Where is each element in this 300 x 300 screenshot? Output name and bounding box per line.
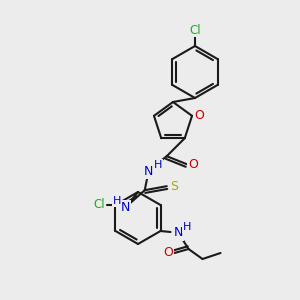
Text: S: S	[170, 180, 178, 193]
Text: O: O	[194, 109, 204, 122]
Text: N: N	[174, 226, 183, 239]
Text: N: N	[121, 201, 130, 214]
Text: O: O	[164, 247, 173, 260]
Text: O: O	[188, 158, 198, 171]
Text: Cl: Cl	[189, 23, 201, 37]
Text: Cl: Cl	[94, 199, 105, 212]
Text: H: H	[183, 222, 192, 232]
Text: H: H	[154, 160, 162, 170]
Text: N: N	[144, 165, 153, 178]
Text: H: H	[112, 196, 121, 206]
